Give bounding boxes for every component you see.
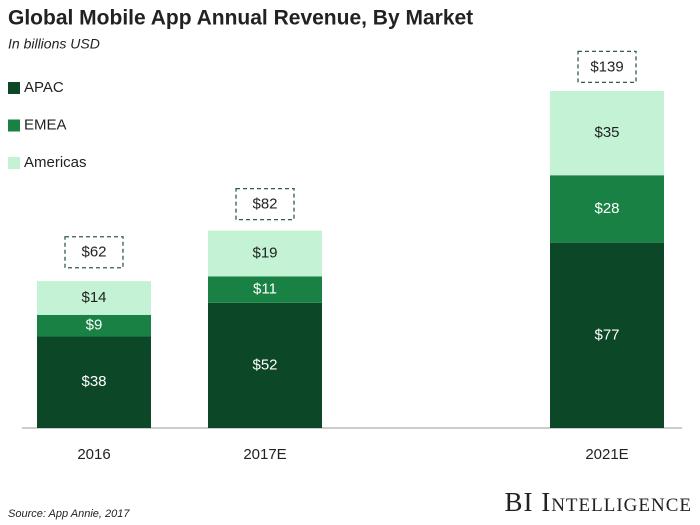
chart-title: Global Mobile App Annual Revenue, By Mar… <box>8 7 473 30</box>
value-label: $77 <box>594 326 619 343</box>
legend-label: APAC <box>24 79 64 96</box>
bar-segment <box>208 302 322 428</box>
total-box <box>235 187 295 221</box>
total-label: $139 <box>590 58 623 75</box>
legend-label: Americas <box>24 154 87 171</box>
value-label: $11 <box>253 281 277 298</box>
bar-segment <box>550 242 664 428</box>
brand: BI Intelligence <box>504 487 692 517</box>
legend-swatch <box>8 157 20 169</box>
total-box <box>577 50 637 84</box>
legend-swatch <box>8 119 20 132</box>
total-label: $62 <box>81 244 106 261</box>
x-tick-label: 2021E <box>585 446 628 463</box>
source: Source: App Annie, 2017 <box>8 508 130 520</box>
value-label: $38 <box>81 373 106 390</box>
legend-label: EMEA <box>24 116 67 133</box>
x-tick-label: 2016 <box>77 446 110 463</box>
legend-swatch <box>8 82 20 94</box>
total-box <box>64 236 124 269</box>
bar-segment <box>550 91 664 176</box>
bar-segment <box>37 281 151 315</box>
value-label: $52 <box>252 356 277 373</box>
value-label: $19 <box>252 244 277 261</box>
bar-segment <box>550 175 664 243</box>
x-tick-label: 2017E <box>243 446 286 463</box>
chart-subtitle: In billions USD <box>8 36 100 52</box>
value-label: $35 <box>594 124 619 141</box>
bar-segment <box>37 336 151 428</box>
bar-segment <box>208 276 322 303</box>
value-label: $28 <box>594 200 619 217</box>
value-label: $9 <box>86 317 103 334</box>
value-label: $14 <box>81 289 106 306</box>
bar-segment <box>37 314 151 337</box>
total-label: $82 <box>252 196 277 213</box>
bar-segment <box>208 230 322 277</box>
